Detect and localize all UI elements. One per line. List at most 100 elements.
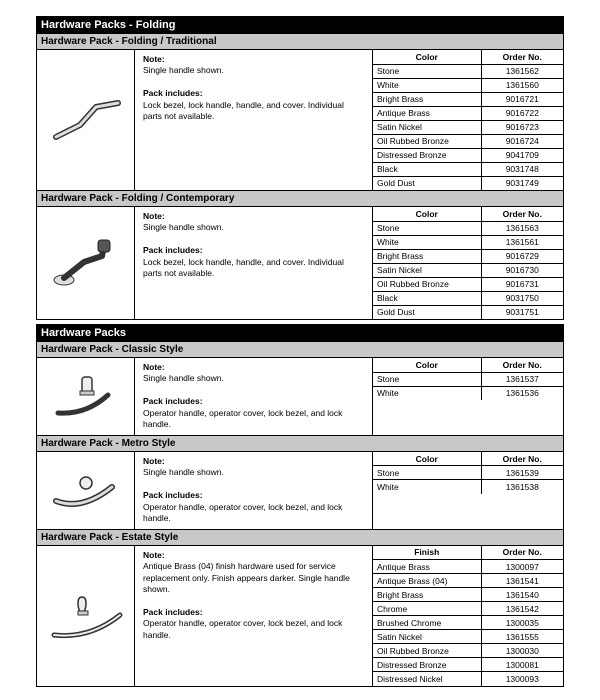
option-name: Distressed Bronze: [373, 658, 481, 672]
note-text: Single handle shown.: [143, 222, 224, 232]
table-header-col2: Order No.: [481, 207, 563, 221]
option-name: Bright Brass: [373, 588, 481, 602]
sub-section-header: Hardware Pack - Classic Style: [36, 342, 564, 358]
options-table: ColorOrder No.Stone1361562White1361560Br…: [373, 50, 563, 190]
options-table: FinishOrder No.Antique Brass1300097Antiq…: [373, 546, 563, 686]
table-row: Bright Brass9016721: [373, 92, 563, 106]
option-name: Gold Dust: [373, 305, 481, 319]
product-image: [37, 207, 135, 319]
option-name: Satin Nickel: [373, 263, 481, 277]
table-row: Stone1361562: [373, 64, 563, 78]
table-header-col2: Order No.: [481, 50, 563, 64]
pack-label: Pack includes:: [143, 245, 203, 255]
option-name: Satin Nickel: [373, 630, 481, 644]
option-name: Stone: [373, 372, 481, 386]
product-row: Note:Antique Brass (04) finish hardware …: [36, 546, 564, 687]
note-text: Single handle shown.: [143, 65, 224, 75]
table-row: White1361561: [373, 235, 563, 249]
product-image: [37, 546, 135, 686]
table-row: White1361538: [373, 480, 563, 494]
table-row: White1361560: [373, 78, 563, 92]
option-name: White: [373, 78, 481, 92]
order-number: 9016724: [481, 134, 563, 148]
note-text: Antique Brass (04) finish hardware used …: [143, 561, 350, 594]
order-number: 9031750: [481, 291, 563, 305]
table-row: Satin Nickel9016723: [373, 120, 563, 134]
option-name: Chrome: [373, 602, 481, 616]
order-number: 1300093: [481, 672, 563, 686]
product-description: Note:Single handle shown.Pack includes:L…: [135, 50, 373, 190]
pack-label: Pack includes:: [143, 88, 203, 98]
option-name: Oil Rubbed Bronze: [373, 134, 481, 148]
table-row: Distressed Bronze9041709: [373, 148, 563, 162]
table-row: Satin Nickel9016730: [373, 263, 563, 277]
table-header-col1: Color: [373, 358, 481, 372]
option-name: Distressed Nickel: [373, 672, 481, 686]
sub-section-header: Hardware Pack - Folding / Traditional: [36, 34, 564, 50]
table-row: Gold Dust9031749: [373, 176, 563, 190]
table-row: Bright Brass1361540: [373, 588, 563, 602]
order-number: 1361555: [481, 630, 563, 644]
options-table-container: ColorOrder No.Stone1361537White1361536: [373, 358, 563, 435]
table-row: Black9031748: [373, 162, 563, 176]
note-text: Single handle shown.: [143, 467, 224, 477]
sub-section-header: Hardware Pack - Folding / Contemporary: [36, 191, 564, 207]
order-number: 1300097: [481, 560, 563, 574]
option-name: Bright Brass: [373, 249, 481, 263]
order-number: 1361538: [481, 480, 563, 494]
option-name: Gold Dust: [373, 176, 481, 190]
product-row: Note:Single handle shown.Pack includes:O…: [36, 452, 564, 530]
order-number: 1300030: [481, 644, 563, 658]
major-section-header: Hardware Packs: [36, 324, 564, 342]
order-number: 1361562: [481, 64, 563, 78]
product-row: Note:Single handle shown.Pack includes:O…: [36, 358, 564, 436]
note-label: Note:: [143, 456, 165, 466]
product-row: Note:Single handle shown.Pack includes:L…: [36, 50, 564, 191]
option-name: Distressed Bronze: [373, 148, 481, 162]
pack-label: Pack includes:: [143, 607, 203, 617]
table-row: Antique Brass (04)1361541: [373, 574, 563, 588]
table-header-row: ColorOrder No.: [373, 207, 563, 221]
table-row: Satin Nickel1361555: [373, 630, 563, 644]
order-number: 1300035: [481, 616, 563, 630]
order-number: 9031751: [481, 305, 563, 319]
option-name: Black: [373, 162, 481, 176]
option-name: Black: [373, 291, 481, 305]
table-header-row: FinishOrder No.: [373, 546, 563, 560]
table-header-row: ColorOrder No.: [373, 452, 563, 466]
product-image: [37, 452, 135, 529]
order-number: 9031748: [481, 162, 563, 176]
option-name: Satin Nickel: [373, 120, 481, 134]
order-number: 9016730: [481, 263, 563, 277]
pack-text: Operator handle, operator cover, lock be…: [143, 618, 342, 639]
option-name: Antique Brass: [373, 106, 481, 120]
options-table: ColorOrder No.Stone1361537White1361536: [373, 358, 563, 400]
pack-text: Lock bezel, lock handle, handle, and cov…: [143, 257, 344, 278]
pack-text: Operator handle, operator cover, lock be…: [143, 408, 342, 429]
table-row: Brushed Chrome1300035: [373, 616, 563, 630]
note-label: Note:: [143, 211, 165, 221]
table-row: Antique Brass9016722: [373, 106, 563, 120]
order-number: 9031749: [481, 176, 563, 190]
table-header-col2: Order No.: [481, 546, 563, 560]
table-header-col1: Finish: [373, 546, 481, 560]
product-image: [37, 358, 135, 435]
product-description: Note:Single handle shown.Pack includes:O…: [135, 452, 373, 529]
option-name: Stone: [373, 64, 481, 78]
order-number: 1361541: [481, 574, 563, 588]
product-description: Note:Single handle shown.Pack includes:O…: [135, 358, 373, 435]
note-label: Note:: [143, 54, 165, 64]
handle-icon: [46, 371, 126, 421]
order-number: 1361536: [481, 386, 563, 400]
table-row: Stone1361539: [373, 466, 563, 480]
table-row: Gold Dust9031751: [373, 305, 563, 319]
option-name: White: [373, 235, 481, 249]
order-number: 9016723: [481, 120, 563, 134]
table-row: Oil Rubbed Bronze1300030: [373, 644, 563, 658]
handle-icon: [46, 95, 126, 145]
options-table-container: ColorOrder No.Stone1361539White1361538: [373, 452, 563, 529]
order-number: 1361560: [481, 78, 563, 92]
table-row: Bright Brass9016729: [373, 249, 563, 263]
options-table: ColorOrder No.Stone1361563White1361561Br…: [373, 207, 563, 319]
options-table: ColorOrder No.Stone1361539White1361538: [373, 452, 563, 494]
